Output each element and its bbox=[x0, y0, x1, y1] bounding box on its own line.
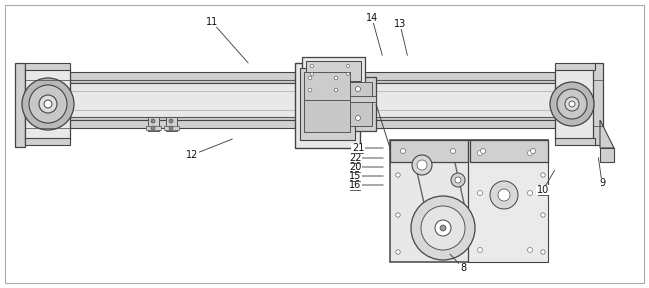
Circle shape bbox=[396, 213, 400, 217]
Text: 8: 8 bbox=[460, 263, 466, 273]
Circle shape bbox=[169, 126, 173, 130]
Circle shape bbox=[550, 82, 594, 126]
Bar bbox=[346, 77, 376, 131]
Polygon shape bbox=[600, 120, 614, 148]
Circle shape bbox=[541, 213, 545, 217]
Circle shape bbox=[169, 119, 173, 123]
Bar bbox=[390, 140, 468, 162]
Text: 14: 14 bbox=[366, 13, 378, 23]
Circle shape bbox=[435, 220, 451, 236]
Circle shape bbox=[478, 151, 482, 156]
Circle shape bbox=[440, 225, 446, 231]
Text: 11: 11 bbox=[206, 17, 218, 27]
Bar bbox=[70, 80, 555, 83]
Text: 22: 22 bbox=[349, 153, 361, 163]
Text: 9: 9 bbox=[599, 178, 605, 188]
Circle shape bbox=[356, 86, 360, 92]
Bar bbox=[350, 82, 372, 126]
Circle shape bbox=[334, 88, 337, 92]
Bar bbox=[70, 83, 555, 117]
Bar bbox=[15, 63, 25, 147]
Circle shape bbox=[356, 115, 360, 120]
Bar bbox=[304, 72, 350, 100]
Circle shape bbox=[530, 149, 535, 154]
Circle shape bbox=[565, 97, 579, 111]
Circle shape bbox=[347, 65, 350, 67]
Bar bbox=[70, 117, 555, 120]
Bar bbox=[295, 63, 360, 148]
Circle shape bbox=[396, 250, 400, 254]
Circle shape bbox=[347, 73, 350, 75]
Circle shape bbox=[478, 190, 482, 196]
Circle shape bbox=[151, 126, 155, 130]
Circle shape bbox=[22, 78, 74, 130]
Bar bbox=[300, 68, 355, 140]
Bar bbox=[148, 117, 159, 131]
Circle shape bbox=[44, 100, 52, 108]
Bar bbox=[146, 126, 161, 130]
Text: 10: 10 bbox=[537, 185, 549, 195]
Bar bbox=[555, 63, 595, 70]
Text: 16: 16 bbox=[349, 180, 361, 190]
Text: 21: 21 bbox=[352, 143, 364, 153]
Bar bbox=[468, 140, 548, 262]
Bar bbox=[346, 96, 376, 102]
Circle shape bbox=[541, 250, 545, 254]
Circle shape bbox=[396, 173, 400, 177]
Text: 15: 15 bbox=[349, 171, 361, 181]
Circle shape bbox=[557, 89, 587, 119]
Bar bbox=[164, 126, 179, 130]
Circle shape bbox=[310, 73, 313, 75]
Circle shape bbox=[151, 119, 155, 123]
Bar bbox=[555, 68, 595, 140]
Bar bbox=[25, 138, 70, 145]
Bar bbox=[70, 120, 555, 128]
Bar bbox=[304, 100, 350, 132]
Bar bbox=[390, 140, 548, 262]
Circle shape bbox=[480, 149, 485, 154]
Circle shape bbox=[308, 76, 312, 80]
Bar bbox=[25, 68, 70, 140]
Circle shape bbox=[334, 76, 337, 80]
Bar bbox=[25, 63, 70, 70]
Bar bbox=[600, 148, 614, 162]
Circle shape bbox=[29, 85, 67, 123]
Bar bbox=[70, 72, 555, 80]
Circle shape bbox=[411, 196, 475, 260]
Circle shape bbox=[455, 177, 461, 183]
Circle shape bbox=[478, 247, 482, 253]
Circle shape bbox=[451, 173, 465, 187]
Circle shape bbox=[400, 149, 406, 154]
Bar bbox=[470, 140, 548, 162]
Bar bbox=[302, 57, 365, 85]
Circle shape bbox=[39, 95, 57, 113]
Circle shape bbox=[308, 88, 312, 92]
Text: 20: 20 bbox=[349, 162, 361, 172]
Circle shape bbox=[528, 247, 532, 253]
Text: 13: 13 bbox=[394, 19, 406, 29]
Circle shape bbox=[498, 189, 510, 201]
Bar bbox=[306, 61, 361, 81]
Bar bbox=[555, 138, 595, 145]
Circle shape bbox=[417, 160, 427, 170]
Circle shape bbox=[412, 155, 432, 175]
Circle shape bbox=[569, 101, 575, 107]
Circle shape bbox=[541, 173, 545, 177]
Circle shape bbox=[450, 149, 456, 154]
Bar bbox=[166, 117, 177, 131]
Circle shape bbox=[528, 190, 532, 196]
Circle shape bbox=[421, 206, 465, 250]
Circle shape bbox=[310, 65, 313, 67]
Circle shape bbox=[490, 181, 518, 209]
Circle shape bbox=[528, 151, 532, 156]
Text: 12: 12 bbox=[186, 150, 198, 160]
Bar bbox=[593, 63, 603, 145]
